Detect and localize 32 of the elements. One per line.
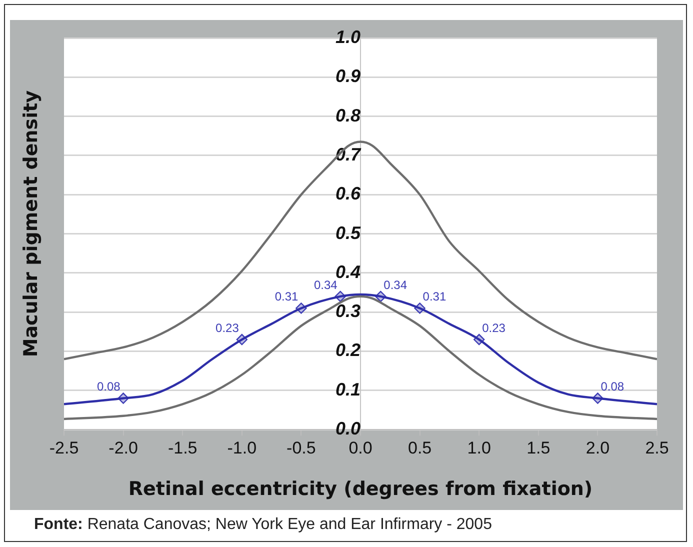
data-label: 0.34: [314, 278, 338, 292]
x-tick-label: -0.5: [286, 438, 316, 458]
y-tick-label: 0.3: [335, 301, 360, 322]
y-tick-label: 0.9: [335, 66, 360, 86]
x-tick-label: -2.0: [108, 438, 138, 458]
data-label: 0.23: [216, 320, 240, 335]
source-note: Fonte: Renata Canovas; New York Eye and Ear Infirmary - 2005: [34, 516, 492, 534]
x-tick-label: 0.5: [408, 438, 432, 458]
data-label: 0.08: [600, 380, 624, 394]
data-label: 0.08: [96, 380, 121, 394]
x-tick-label: 1.0: [467, 438, 491, 458]
x-axis-title: Retinal eccentricity (degrees from fixation): [128, 478, 593, 500]
y-tick-label: 0.5: [335, 222, 362, 243]
x-tick-label: 1.5: [526, 438, 550, 458]
x-tick-label: 2.5: [645, 438, 669, 458]
line-series: [64, 140, 657, 360]
x-tick-label: -1.0: [227, 438, 257, 458]
data-label: 0.23: [482, 320, 506, 335]
y-tick-label: 1.0: [335, 26, 360, 47]
y-tick-label: 0.0: [335, 418, 360, 439]
data-label: 0.31: [422, 290, 446, 304]
x-tick-label: 2.0: [586, 438, 610, 458]
x-tick-label: -2.5: [49, 438, 79, 458]
y-tick-label: 0.1: [335, 379, 360, 400]
x-tick-label: -1.5: [168, 438, 198, 458]
data-label: 0.31: [274, 290, 299, 304]
data-label: 0.34: [384, 278, 408, 292]
y-tick-label: 0.8: [335, 105, 360, 126]
y-tick-label: 0.6: [335, 184, 362, 204]
y-tick-label: 0.4: [335, 262, 360, 282]
y-tick-label: 0.2: [335, 340, 360, 360]
y-axis-title: Macular pigment density: [20, 90, 42, 358]
